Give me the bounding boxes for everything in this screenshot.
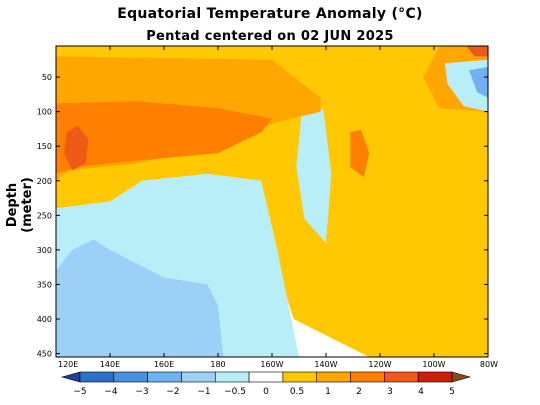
colorbar: −5 −4 −3 −2 −1 −0.5 0 0.5 1 2 3 4 5 bbox=[60, 371, 472, 397]
x-tick-label: 120E bbox=[58, 360, 78, 369]
colorbar-swatch bbox=[316, 371, 351, 383]
x-tick-label: 160W bbox=[260, 360, 283, 369]
y-tick-label: 350 bbox=[37, 280, 52, 289]
x-tick-label: 140E bbox=[100, 360, 120, 369]
x-tick-label: 80W bbox=[480, 360, 498, 369]
colorbar-label: 1 bbox=[325, 387, 331, 397]
y-tick-label: 450 bbox=[37, 350, 52, 359]
colorbar-arrow-right bbox=[451, 371, 472, 383]
colorbar-swatch bbox=[214, 371, 250, 383]
colorbar-swatch bbox=[248, 371, 284, 383]
anomaly-region-2 bbox=[296, 108, 332, 244]
colorbar-swatch bbox=[147, 371, 182, 383]
anomaly-region-10 bbox=[469, 66, 488, 98]
anomaly-region-7 bbox=[64, 125, 89, 171]
y-axis: 50 100 150 200 250 300 350 400 450 bbox=[37, 73, 488, 359]
plot-area bbox=[56, 46, 488, 357]
x-axis: 120E 140E 160E 180 160W 140W 120W 100W 80W bbox=[58, 46, 498, 369]
colorbar-swatch bbox=[350, 371, 385, 383]
x-tick-label: 120W bbox=[368, 360, 391, 369]
colorbar-swatch bbox=[181, 371, 216, 383]
colorbar-swatch bbox=[384, 371, 419, 383]
anomaly-region-11 bbox=[466, 46, 488, 57]
colorbar-label: 0 bbox=[263, 387, 269, 397]
colorbar-swatch bbox=[417, 371, 453, 383]
x-tick-label: 140W bbox=[314, 360, 337, 369]
colorbar-label: −4 bbox=[104, 387, 118, 397]
y-tick-label: 100 bbox=[37, 108, 52, 117]
chart-subtitle: Pentad centered on 02 JUN 2025 bbox=[146, 29, 394, 44]
anomaly-region-6 bbox=[56, 101, 272, 174]
y-tick-label: 250 bbox=[37, 211, 52, 220]
colorbar-label: −5 bbox=[73, 387, 86, 397]
chart-title: Equatorial Temperature Anomaly (°C) bbox=[117, 6, 423, 22]
y-tick-label: 50 bbox=[42, 73, 52, 82]
colorbar-swatch bbox=[282, 371, 318, 383]
y-tick-label: 400 bbox=[37, 315, 52, 324]
x-tick-label: 160E bbox=[154, 360, 174, 369]
anomaly-region-3 bbox=[56, 239, 224, 357]
colorbar-swatch bbox=[79, 371, 115, 383]
colorbar-label: −3 bbox=[135, 387, 148, 397]
colorbar-label: 5 bbox=[449, 387, 455, 397]
x-tick-label: 100W bbox=[422, 360, 445, 369]
y-tick-label: 200 bbox=[37, 177, 52, 186]
colorbar-label: 2 bbox=[356, 387, 362, 397]
colorbar-label: −0.5 bbox=[224, 387, 246, 397]
colorbar-label: 3 bbox=[387, 387, 393, 397]
colorbar-label: −1 bbox=[197, 387, 210, 397]
anomaly-region-8 bbox=[350, 129, 370, 178]
y-tick-label: 300 bbox=[37, 246, 52, 255]
colorbar-label: 0.5 bbox=[290, 387, 304, 397]
colorbar-label: −2 bbox=[166, 387, 179, 397]
colorbar-arrow-left bbox=[60, 371, 81, 383]
y-tick-label: 150 bbox=[37, 142, 52, 151]
x-tick-label: 180 bbox=[210, 360, 225, 369]
colorbar-label: 4 bbox=[418, 387, 424, 397]
colorbar-swatch bbox=[113, 371, 148, 383]
